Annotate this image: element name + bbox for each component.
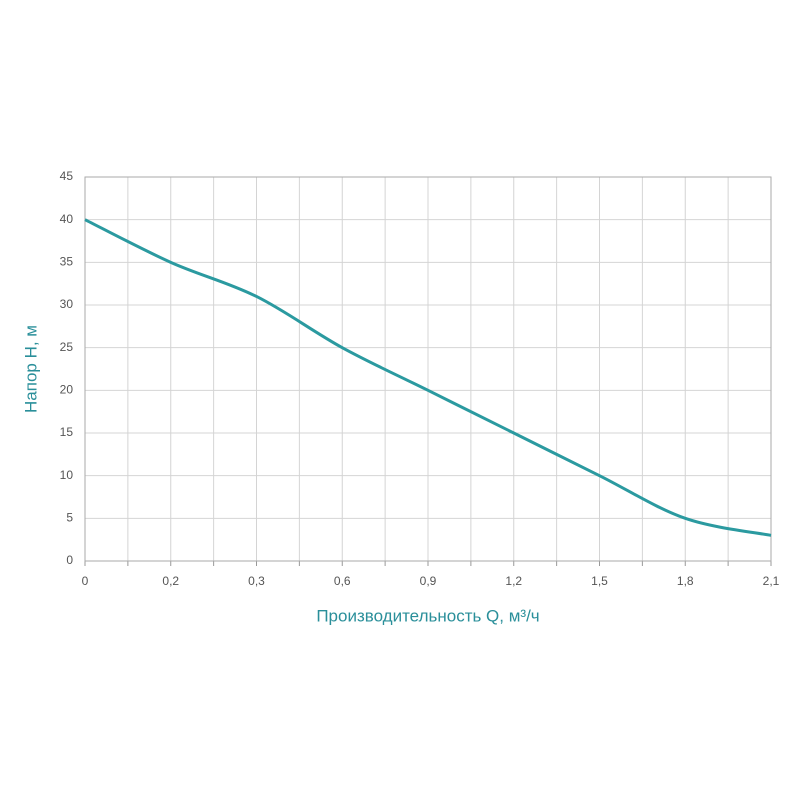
y-tick-label: 20 (60, 383, 74, 397)
y-tick-label: 0 (66, 553, 73, 567)
y-tick-label: 45 (60, 169, 74, 183)
x-tick-label: 1,8 (677, 574, 694, 588)
y-tick-label: 5 (66, 511, 73, 525)
x-tick-label: 0,2 (162, 574, 179, 588)
plot-frame (84, 176, 772, 562)
y-tick-label: 15 (60, 425, 74, 439)
x-tick-label: 0 (82, 574, 89, 588)
x-tick-label: 0,3 (248, 574, 265, 588)
x-tick-label: 1,5 (591, 574, 608, 588)
x-axis-label: Производительность Q, м³/ч (316, 606, 539, 625)
y-tick-label: 35 (60, 255, 74, 269)
y-tick-label: 10 (60, 468, 74, 482)
x-tick-label: 2,1 (763, 574, 780, 588)
x-tick-label: 0,6 (334, 574, 351, 588)
x-tick-label: 1,2 (505, 574, 522, 588)
y-tick-label: 40 (60, 212, 74, 226)
line-series (84, 218, 772, 537)
x-tick-label: 0,9 (420, 574, 437, 588)
y-tick-label: 25 (60, 340, 74, 354)
y-axis-label: Напор H, м (21, 325, 40, 413)
y-tick-label: 30 (60, 297, 74, 311)
